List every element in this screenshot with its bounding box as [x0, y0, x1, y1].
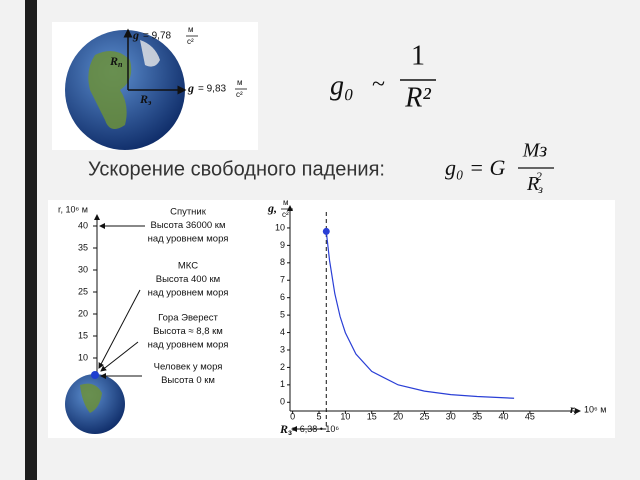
earth-image [65, 30, 185, 150]
scale-tick-label: 30 [78, 264, 88, 274]
pole-g-symbol: g [132, 28, 139, 42]
y-tick-label: 7 [280, 275, 285, 285]
y-tick-label: 5 [280, 309, 285, 319]
formula-numerator: 1 [411, 40, 425, 71]
pole-g-value: = 9,78 [143, 31, 172, 42]
x-tick-label: 45 [525, 411, 535, 421]
annotation: над уровнем моря [148, 234, 229, 245]
y-tick-label: 9 [280, 240, 285, 250]
equator-g-symbol: g [187, 81, 194, 95]
equator-g-unit-den: с² [236, 90, 243, 99]
annotation: Человек у моря [154, 362, 223, 373]
scale-tick-label: 20 [78, 308, 88, 318]
heading: Ускорение свободного падения: [88, 158, 385, 180]
annotation: над уровнем моря [148, 288, 229, 299]
annotation: Высота 0 км [161, 375, 215, 386]
scale-tick-label: 25 [78, 286, 88, 296]
pole-g-unit-den: с² [187, 37, 194, 46]
annotation: Высота 400 км [156, 274, 220, 285]
annotation: Высота 36000 км [150, 220, 225, 231]
annotation: Гора Эверест [158, 313, 218, 324]
scale-tick-label: 15 [78, 330, 88, 340]
x-tick-label: 25 [419, 411, 429, 421]
annotation: МКС [178, 261, 198, 272]
side-bar [25, 0, 37, 480]
x-tick-label: 10 [340, 411, 350, 421]
y-tick-label: 6 [280, 292, 285, 302]
pointer-arrow [100, 341, 139, 372]
x-tick-label: 40 [499, 411, 509, 421]
scale-tick-label: 40 [78, 220, 88, 230]
y-tick-label: 1 [280, 379, 285, 389]
x-tick-label: 0 [290, 411, 295, 421]
heading-formula-num: Mз [522, 140, 548, 162]
y-tick-label: 2 [280, 362, 285, 372]
heading-formula-den: Rз2 [526, 169, 543, 196]
x-axis-unit: 10⁶ м [584, 404, 606, 414]
y-axis-unit: с² [282, 210, 289, 219]
radius-label: Rз= 6,38 • 10⁶ [279, 422, 339, 437]
x-axis-label: r, [570, 402, 577, 416]
y-tick-label: 10 [275, 222, 285, 232]
location-dot [91, 371, 99, 379]
equator-radius-label: Rэ [139, 92, 152, 107]
y-tick-label: 0 [280, 397, 285, 407]
x-tick-label: 35 [472, 411, 482, 421]
y-axis-label: g, [267, 201, 277, 215]
data-line [325, 231, 515, 399]
pole-g-unit-num: м [188, 25, 194, 34]
annotation: Спутник [170, 207, 207, 218]
formula-lhs: g₀ [330, 70, 354, 101]
scale-label: r, 10⁶ м [58, 204, 88, 214]
x-tick-label: 30 [446, 411, 456, 421]
small-earth [65, 374, 125, 434]
formula-denominator: R² [404, 82, 431, 113]
heading-formula-lhs: g₀ = G [445, 155, 505, 180]
graph-panel [48, 200, 615, 438]
formula-sign: ~ [372, 72, 385, 98]
annotation: над уровнем моря [148, 340, 229, 351]
radius-label-part: R [279, 422, 288, 436]
pointer-arrow [98, 289, 141, 369]
x-tick-label: 5 [316, 411, 321, 421]
y-axis-unit: м [283, 198, 289, 207]
scale-tick-label: 10 [78, 352, 88, 362]
equator-g-unit-num: м [237, 78, 243, 87]
surface-point [322, 227, 330, 235]
height-scale: r, 10⁶ м 10 15 20 25 30 35 40 Спутник Высота 360… [58, 204, 228, 402]
y-tick-label: 8 [280, 257, 285, 267]
equator-g-value: = 9,83 [198, 84, 227, 95]
radius-label-part: = 6,38 • 10⁶ [292, 424, 339, 434]
y-tick-label: 4 [280, 327, 285, 337]
pole-radius-label: Rп [109, 54, 123, 69]
annotation: Высота ≈ 8,8 км [153, 326, 223, 337]
x-tick-label: 15 [367, 411, 377, 421]
y-tick-label: 3 [280, 344, 285, 354]
radius-label-part: з [288, 428, 292, 437]
scale-tick-label: 35 [78, 242, 88, 252]
x-tick-label: 20 [393, 411, 403, 421]
